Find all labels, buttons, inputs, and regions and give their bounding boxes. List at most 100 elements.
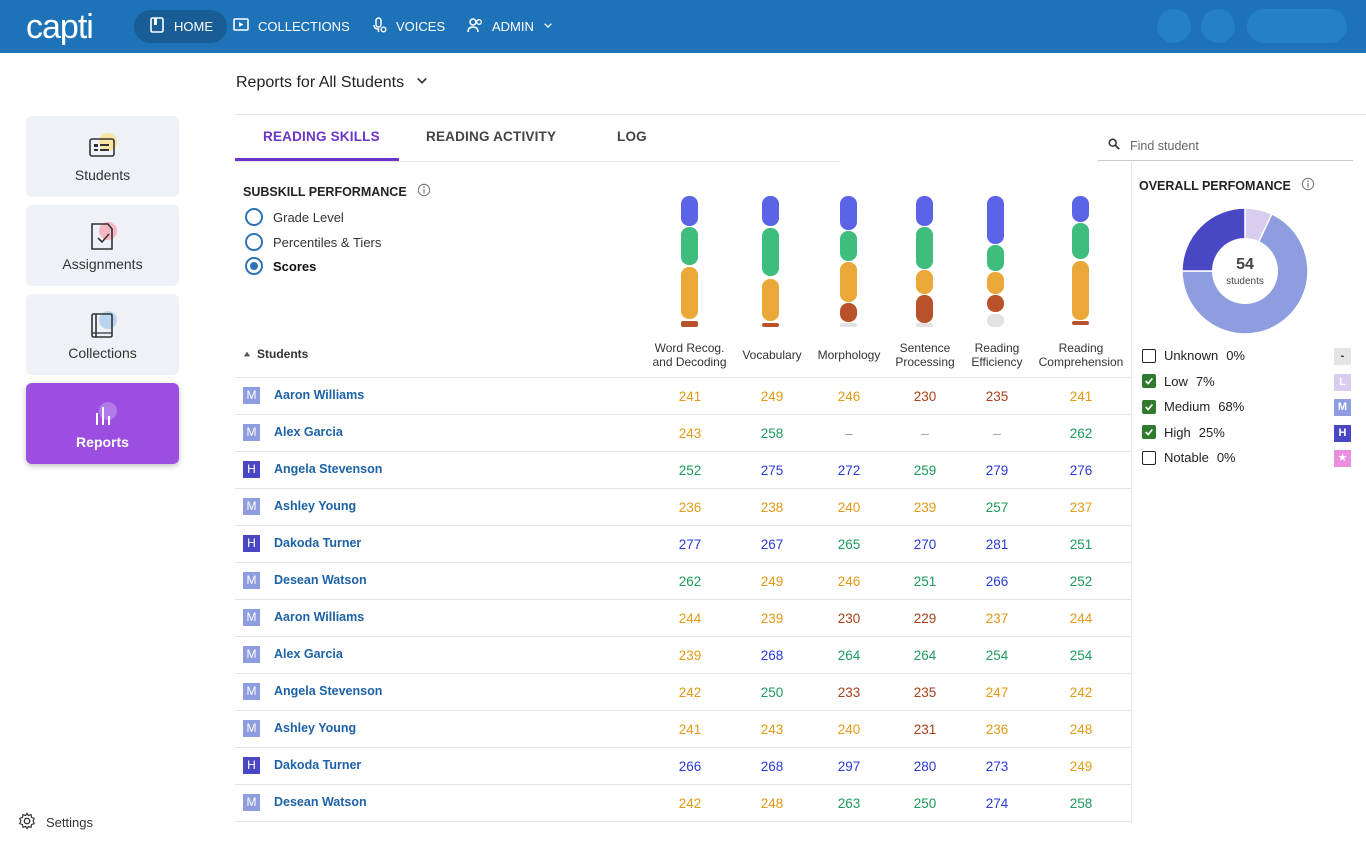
score-cell: 265 [837, 537, 861, 552]
student-name-link[interactable]: Alex Garcia [274, 647, 343, 661]
chevron-down-icon [542, 19, 554, 34]
student-name-link[interactable]: Ashley Young [274, 721, 357, 735]
student-name-link[interactable]: Desean Watson [274, 795, 367, 809]
score-cell: 246 [837, 389, 861, 404]
score-cell: 233 [837, 685, 861, 700]
table-row: M Desean Watson 262 249 246 251 266 252 [235, 562, 1131, 599]
performance-badge: H [243, 757, 260, 774]
score-cell: 257 [985, 500, 1009, 515]
score-cell: 264 [913, 648, 937, 663]
student-name-link[interactable]: Dakoda Turner [274, 536, 362, 550]
nav-admin[interactable]: ADMIN [452, 10, 568, 43]
help-button[interactable] [1157, 9, 1191, 43]
score-cell: 229 [913, 611, 937, 626]
sidebar-item-collections[interactable]: Collections [26, 294, 179, 375]
score-cell: 249 [760, 389, 784, 404]
score-cell: 235 [913, 685, 937, 700]
column-header-sentence-processing[interactable]: Sentence Processing [890, 341, 960, 369]
score-cell: 268 [760, 759, 784, 774]
legend-label: Medium [1164, 399, 1211, 414]
radio-circle[interactable] [245, 257, 263, 275]
column-header-line: Reading [1058, 341, 1104, 355]
score-cell: 239 [913, 500, 937, 515]
score-cell: 275 [760, 463, 784, 478]
legend-item-notable[interactable]: Notable 0% [1142, 450, 1236, 465]
book-icon [148, 16, 166, 37]
legend-checkbox[interactable] [1142, 450, 1156, 465]
column-header-morphology[interactable]: Morphology [812, 341, 886, 362]
score-cell: – [921, 426, 929, 441]
student-name-link[interactable]: Aaron Williams [274, 610, 365, 624]
score-cell: 237 [985, 611, 1009, 626]
score-cell: 258 [1069, 796, 1093, 811]
sidebar-item-students[interactable]: Students [26, 116, 179, 197]
table-row: M Angela Stevenson 242 250 233 235 247 242 [235, 673, 1131, 710]
nav-voices[interactable]: VOICES [356, 10, 459, 43]
nav-home-label: HOME [174, 19, 213, 34]
subskill-title: SUBSKILL PERFORMANCE [243, 183, 431, 200]
legend-item-medium[interactable]: Medium 68% [1142, 399, 1244, 414]
column-header-reading-comprehension[interactable]: Reading Comprehension [1034, 341, 1128, 369]
score-cell: 240 [837, 500, 861, 515]
check-icon [1145, 403, 1153, 411]
info-icon[interactable] [1301, 177, 1315, 194]
score-cell: 268 [760, 648, 784, 663]
sort-up-icon [243, 347, 251, 361]
student-name-link[interactable]: Ashley Young [274, 499, 357, 513]
student-name-link[interactable]: Angela Stevenson [274, 684, 383, 698]
score-cell: – [845, 426, 853, 441]
legend-percent: 0% [1216, 450, 1236, 465]
nav-home[interactable]: HOME [134, 10, 227, 43]
legend-checkbox[interactable] [1142, 425, 1156, 439]
legend-checkbox[interactable] [1142, 399, 1156, 414]
donut-total: 54 [1236, 256, 1254, 273]
account-button[interactable] [1247, 9, 1347, 43]
settings-link[interactable]: Settings [18, 812, 93, 833]
legend-checkbox[interactable] [1142, 374, 1156, 388]
student-name-link[interactable]: Alex Garcia [274, 425, 343, 439]
column-header-vocabulary[interactable]: Vocabulary [736, 341, 808, 362]
capti-logo[interactable]: capti [26, 8, 94, 46]
tab-log[interactable]: LOG [617, 129, 647, 144]
radio-scores[interactable]: Scores [245, 257, 316, 275]
search-input[interactable]: Find student [1098, 131, 1353, 161]
column-distribution-bar [916, 196, 933, 328]
nav-admin-label: ADMIN [492, 19, 534, 34]
overall-performance-donut: 54 students [1182, 208, 1308, 334]
column-header-reading-efficiency[interactable]: Reading Efficiency [963, 341, 1031, 369]
legend-item-high[interactable]: High 25% [1142, 425, 1225, 440]
report-scope-dropdown[interactable]: Reports for All Students [236, 74, 428, 92]
sidebar-item-assignments[interactable]: Assignments [26, 205, 179, 286]
nav-collections[interactable]: COLLECTIONS [218, 10, 364, 43]
student-name-link[interactable]: Desean Watson [274, 573, 367, 587]
tab-reading-skills[interactable]: READING SKILLS [263, 129, 380, 144]
score-cell: 254 [985, 648, 1009, 663]
legend-checkbox[interactable] [1142, 348, 1156, 363]
radio-grade-level[interactable]: Grade Level [245, 208, 344, 226]
legend-item-unknown[interactable]: Unknown 0% [1142, 348, 1245, 363]
score-cell: 272 [837, 463, 861, 478]
students-sort-header[interactable]: Students [243, 347, 308, 361]
student-name-link[interactable]: Aaron Williams [274, 388, 365, 402]
legend-item-low[interactable]: Low 7% [1142, 374, 1215, 389]
student-name-link[interactable]: Dakoda Turner [274, 758, 362, 772]
column-header-line: Sentence [899, 341, 951, 355]
radio-circle[interactable] [245, 233, 263, 251]
legend-percent: 68% [1218, 399, 1245, 414]
gear-icon [18, 812, 36, 833]
student-name-link[interactable]: Angela Stevenson [274, 462, 383, 476]
column-header-line: and Decoding [652, 355, 727, 369]
legend-badge-unknown: - [1334, 348, 1351, 365]
tab-reading-activity[interactable]: READING ACTIVITY [426, 129, 557, 144]
info-icon[interactable] [417, 183, 431, 200]
score-cell: 248 [760, 796, 784, 811]
score-cell: 246 [837, 574, 861, 589]
radio-percentiles-tiers[interactable]: Percentiles & Tiers [245, 233, 381, 251]
sidebar-item-reports[interactable]: Reports [26, 383, 179, 464]
check-icon [1145, 377, 1153, 385]
radio-circle[interactable] [245, 208, 263, 226]
sidebar-item-label: Collections [68, 345, 137, 361]
notifications-button[interactable] [1201, 9, 1235, 43]
column-header-word-recognition[interactable]: Word Recog. and Decoding [647, 341, 732, 369]
table-row: M Alex Garcia 239 268 264 264 254 254 [235, 636, 1131, 673]
